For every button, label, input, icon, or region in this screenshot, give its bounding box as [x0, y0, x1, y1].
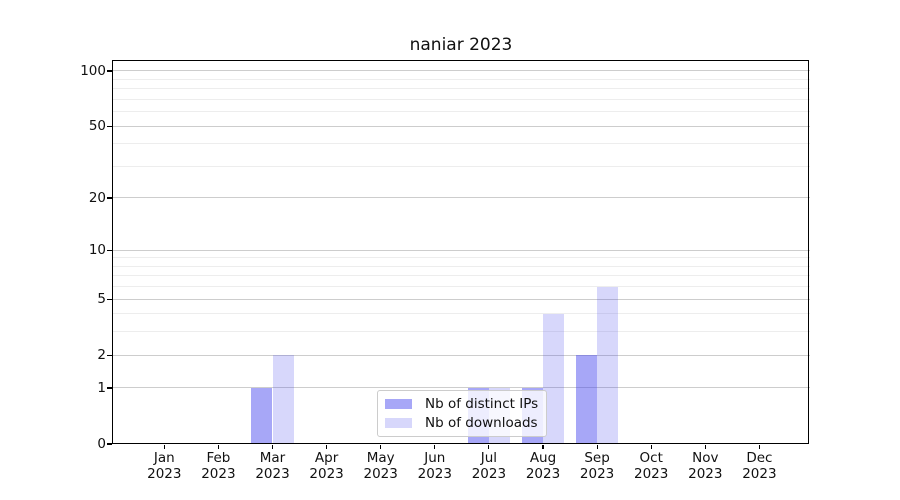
gridline-minor-90 [112, 78, 810, 80]
x-tick-mark-May-2023 [380, 445, 382, 449]
legend-item-distinct-ips: Nb of distinct IPs [385, 396, 546, 412]
gridline-major-50 [112, 125, 810, 127]
x-tick-label-Oct-2023: Oct 2023 [634, 450, 669, 482]
y-tick-label-50: 50 [88, 118, 106, 135]
x-tick-mark-Aug-2023 [542, 445, 544, 449]
gridline-minor-9 [112, 257, 810, 259]
bar-nb-of-downloads-Aug-2023 [543, 313, 565, 444]
gridline-minor-40 [112, 143, 810, 145]
legend-swatch-distinct-ips [385, 399, 412, 409]
y-tick-mark-0 [107, 443, 112, 445]
x-tick-mark-Sep-2023 [596, 445, 598, 449]
x-tick-mark-Jan-2023 [163, 445, 165, 449]
x-tick-mark-Apr-2023 [326, 445, 328, 449]
y-tick-mark-50 [107, 125, 112, 127]
gridline-minor-60 [112, 111, 810, 113]
legend-label-downloads: Nb of downloads [425, 415, 538, 431]
x-tick-mark-Jul-2023 [488, 445, 490, 449]
x-tick-label-Nov-2023: Nov 2023 [688, 450, 723, 482]
gridline-minor-4 [112, 313, 810, 315]
x-tick-mark-Nov-2023 [704, 445, 706, 449]
bar-nb-of-downloads-Sep-2023 [597, 286, 619, 444]
bar-nb-of-distinct-ips-Mar-2023 [251, 387, 273, 444]
y-tick-mark-5 [107, 298, 112, 300]
legend: Nb of distinct IPs Nb of downloads [377, 390, 547, 437]
x-tick-label-Feb-2023: Feb 2023 [201, 450, 236, 482]
x-tick-label-Dec-2023: Dec 2023 [742, 450, 777, 482]
x-tick-label-Jul-2023: Jul 2023 [471, 450, 507, 482]
gridline-major-1 [112, 387, 810, 389]
x-tick-label-Apr-2023: Apr 2023 [309, 450, 344, 482]
chart-title: naniar 2023 [409, 35, 513, 55]
y-tick-label-0: 0 [97, 436, 106, 452]
gridline-minor-70 [112, 98, 810, 100]
y-tick-mark-1 [107, 387, 112, 389]
y-tick-label-20: 20 [88, 189, 106, 206]
y-tick-label-100: 100 [80, 62, 106, 79]
gridline-major-20 [112, 197, 810, 199]
gridline-minor-3 [112, 331, 810, 333]
legend-item-downloads: Nb of downloads [385, 415, 546, 431]
gridline-major-10 [112, 249, 810, 251]
y-tick-mark-2 [107, 354, 112, 356]
y-tick-mark-10 [107, 249, 112, 251]
gridline-minor-30 [112, 165, 810, 167]
y-tick-label-10: 10 [88, 242, 106, 259]
gridline-minor-80 [112, 88, 810, 90]
gridline-minor-6 [112, 286, 810, 288]
x-tick-mark-Mar-2023 [271, 445, 274, 449]
x-tick-label-Jan-2023: Jan 2023 [147, 450, 182, 482]
bar-nb-of-downloads-Mar-2023 [272, 355, 294, 444]
bar-nb-of-distinct-ips-Sep-2023 [575, 355, 598, 444]
legend-label-distinct-ips: Nb of distinct IPs [425, 396, 539, 412]
gridline-major-100 [112, 70, 810, 72]
y-tick-mark-100 [107, 70, 112, 72]
x-tick-mark-Feb-2023 [217, 445, 219, 449]
x-tick-mark-Dec-2023 [758, 445, 760, 449]
gridline-minor-7 [112, 275, 810, 277]
x-tick-label-Jun-2023: Jun 2023 [417, 450, 452, 482]
y-tick-mark-20 [107, 197, 112, 199]
gridline-major-5 [112, 298, 810, 300]
y-tick-label-5: 5 [97, 291, 106, 308]
x-tick-label-Mar-2023: Mar 2023 [255, 450, 290, 482]
x-tick-label-May-2023: May 2023 [363, 450, 398, 482]
y-tick-label-1: 1 [97, 379, 106, 396]
plot-frame [112, 60, 809, 444]
x-tick-mark-Jun-2023 [434, 445, 436, 449]
x-tick-label-Aug-2023: Aug 2023 [525, 450, 561, 482]
y-tick-label-2: 2 [97, 347, 106, 364]
gridline-minor-8 [112, 265, 810, 267]
gridline-major-2 [112, 354, 810, 356]
x-tick-mark-Oct-2023 [650, 445, 652, 449]
x-tick-label-Sep-2023: Sep 2023 [579, 450, 615, 482]
legend-swatch-downloads [385, 418, 412, 428]
